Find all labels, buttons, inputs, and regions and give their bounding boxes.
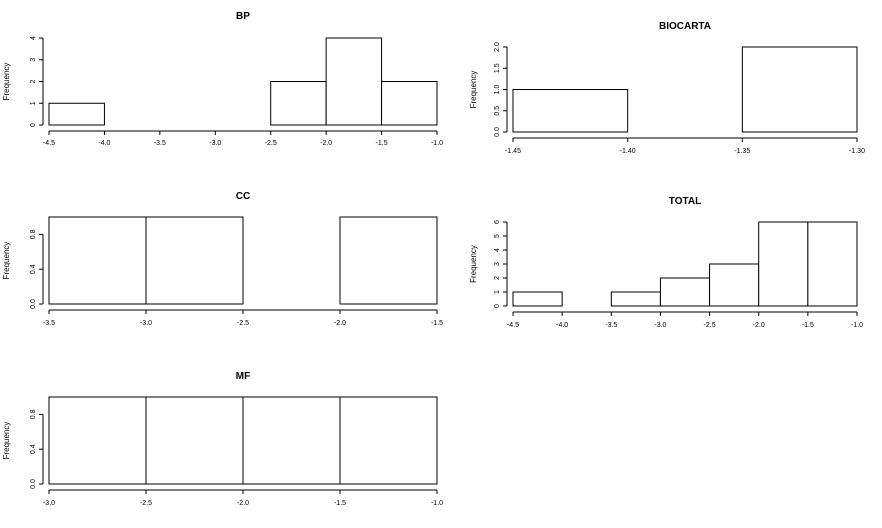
y-axis-label: Frequency — [469, 245, 478, 283]
y-tick-label: 0.4 — [30, 264, 37, 274]
x-tick-label: -3.0 — [209, 140, 221, 147]
y-tick-label: 0 — [30, 123, 37, 127]
histogram-bar — [48, 216, 147, 305]
x-tick-label: -2.0 — [334, 320, 346, 327]
y-tick-label: 3 — [494, 262, 501, 266]
histogram-bar — [48, 102, 105, 126]
x-tick-label: -3.5 — [154, 140, 166, 147]
histogram-bar — [758, 221, 809, 307]
y-tick-label: 0.8 — [30, 229, 37, 239]
y-tick-label: 0.5 — [494, 106, 501, 116]
x-tick-label: -2.5 — [265, 140, 277, 147]
y-tick-label: 1 — [30, 101, 37, 105]
y-axis-label: Frequency — [2, 242, 11, 280]
x-tick-label: -2.5 — [140, 500, 152, 507]
histogram-panel: CC -3.5 -3.0 -2.5 -2.0 -1.5 0.0 0.4 0.8 Frequency — [2, 191, 443, 327]
y-axis-label: Frequency — [2, 63, 11, 101]
histogram-bar — [242, 396, 341, 485]
histogram-bar — [145, 396, 244, 485]
x-tick-label: -1.5 — [431, 320, 443, 327]
histogram-panel: MF -3.0 -2.5 -2.0 -1.5 -1.0 0.0 0.4 0.8 Frequency — [2, 371, 443, 507]
y-tick-label: 0.0 — [494, 127, 501, 137]
x-tick-label: -4.0 — [556, 322, 568, 329]
y-tick-label: 2.0 — [494, 42, 501, 52]
histogram-bar — [270, 81, 327, 126]
histogram-bar — [512, 89, 629, 133]
chart-title: BP — [236, 11, 250, 22]
chart-title: BIOCARTA — [659, 21, 711, 32]
histogram-bar — [709, 263, 760, 307]
x-tick-label: -1.45 — [505, 148, 521, 155]
y-tick-label: 4 — [494, 248, 501, 252]
histogram-bar — [145, 216, 244, 305]
x-tick-label: -1.0 — [851, 322, 863, 329]
histogram-panel: TOTAL -4.5 -4.0 -3.5 -3.0 -2.5 -2.0 -1.5 -1.0 0 1 2… — [469, 196, 863, 329]
x-tick-label: -2.5 — [237, 320, 249, 327]
histogram-bar — [512, 291, 563, 307]
chart-title: CC — [236, 191, 250, 202]
x-tick-label: -3.0 — [654, 322, 666, 329]
y-tick-label: 2 — [494, 276, 501, 280]
chart-title: TOTAL — [669, 196, 701, 207]
histogram-bar — [659, 277, 711, 307]
x-tick-label: -1.0 — [431, 500, 443, 507]
y-tick-label: 3 — [30, 58, 37, 62]
x-tick-label: -4.5 — [507, 322, 519, 329]
y-tick-label: 0.8 — [30, 409, 37, 419]
x-tick-label: -1.40 — [620, 148, 636, 155]
y-tick-label: 4 — [30, 36, 37, 40]
x-tick-label: -1.5 — [376, 140, 388, 147]
histogram-bar — [48, 396, 147, 485]
histogram-bar — [381, 81, 438, 126]
y-tick-label: 6 — [494, 220, 501, 224]
x-tick-label: -2.5 — [704, 322, 716, 329]
x-tick-label: -1.30 — [849, 148, 865, 155]
x-tick-label: -1.5 — [334, 500, 346, 507]
x-tick-label: -2.0 — [320, 140, 332, 147]
x-tick-label: -3.0 — [43, 500, 55, 507]
y-tick-label: 0.0 — [30, 479, 37, 489]
histogram-bar — [339, 396, 438, 485]
x-tick-label: -1.35 — [734, 148, 750, 155]
y-tick-label: 0.0 — [30, 299, 37, 309]
y-tick-label: 1 — [494, 290, 501, 294]
histogram-bar — [610, 291, 661, 307]
histogram-panel: BP -4.5 -4.0 -3.5 -3.0 -2.5 -2.0 -1.5 -1.0 0 1 2 3 4 F… — [2, 11, 443, 147]
chart-title: MF — [236, 371, 250, 382]
y-axis-label: Frequency — [469, 71, 478, 109]
y-tick-label: 0.4 — [30, 444, 37, 454]
histogram-bar — [339, 216, 438, 305]
x-tick-label: -4.5 — [43, 140, 55, 147]
x-tick-label: -1.5 — [802, 322, 814, 329]
y-axis-label: Frequency — [2, 422, 11, 460]
x-tick-label: -2.0 — [753, 322, 765, 329]
x-tick-label: -2.0 — [237, 500, 249, 507]
y-tick-label: 1.5 — [494, 63, 501, 73]
histogram-bar — [741, 46, 858, 133]
x-tick-label: -3.0 — [140, 320, 152, 327]
x-tick-label: -4.0 — [98, 140, 110, 147]
y-tick-label: 0 — [494, 304, 501, 308]
histogram-panel: BIOCARTA -1.45 -1.40 -1.35 -1.30 0.0 0.5 1.0 1.5… — [469, 21, 865, 155]
y-tick-label: 5 — [494, 234, 501, 238]
y-tick-label: 1.0 — [494, 85, 501, 95]
x-tick-label: -1.0 — [431, 140, 443, 147]
x-tick-label: -3.5 — [43, 320, 55, 327]
y-tick-label: 2 — [30, 79, 37, 83]
histogram-bar — [807, 221, 858, 307]
x-tick-label: -3.5 — [605, 322, 617, 329]
histogram-bar — [325, 37, 383, 126]
